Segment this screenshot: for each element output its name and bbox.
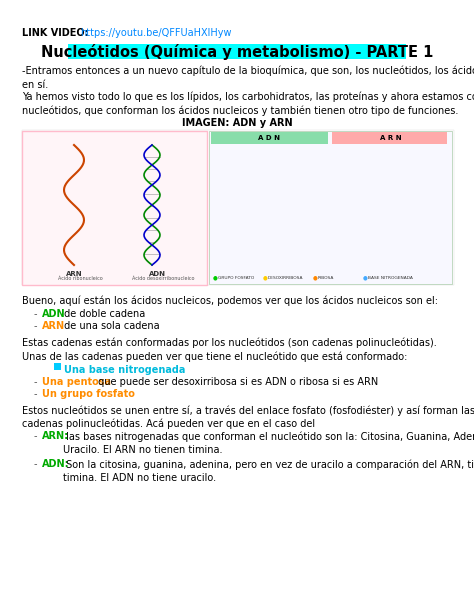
Text: -: - [34, 377, 37, 387]
FancyBboxPatch shape [54, 363, 61, 370]
Text: ADN:: ADN: [42, 459, 70, 469]
FancyBboxPatch shape [211, 132, 328, 144]
Text: Una base nitrogenada: Una base nitrogenada [64, 365, 185, 375]
Text: Ácido desoxirribonucleico: Ácido desoxirribonucleico [132, 276, 194, 281]
Text: -Entramos entonces a un nuevo capítulo de la bioquímica, que son, los nucleótido: -Entramos entonces a un nuevo capítulo d… [22, 66, 474, 89]
Text: ARN:: ARN: [42, 431, 69, 441]
Text: ●: ● [363, 275, 368, 280]
Text: ARN: ARN [42, 321, 65, 331]
Text: Estas cadenas están conformadas por los nucleótidos (son cadenas polinucleótidas: Estas cadenas están conformadas por los … [22, 337, 437, 348]
FancyBboxPatch shape [22, 131, 207, 285]
Text: Un grupo fosfato: Un grupo fosfato [42, 389, 135, 399]
Text: GRUPO FOSFATO: GRUPO FOSFATO [218, 276, 254, 280]
Text: -: - [34, 431, 37, 441]
Text: Ya hemos visto todo lo que es los lípidos, los carbohidratos, las proteínas y ah: Ya hemos visto todo lo que es los lípido… [22, 92, 474, 116]
Text: https://youtu.be/QFFUaHXlHyw: https://youtu.be/QFFUaHXlHyw [80, 28, 231, 38]
Text: IMAGEN: ADN y ARN: IMAGEN: ADN y ARN [182, 118, 292, 128]
Text: -: - [34, 321, 37, 331]
Text: Ácido ribonucleico: Ácido ribonucleico [58, 276, 102, 281]
Text: A R N: A R N [380, 135, 401, 141]
Text: ADN: ADN [42, 309, 65, 319]
Text: de doble cadena: de doble cadena [61, 309, 145, 319]
Text: las bases nitrogenadas que conforman el nucleótido son la: Citosina, Guanina, Ad: las bases nitrogenadas que conforman el … [63, 431, 474, 455]
Text: -: - [34, 389, 37, 399]
Text: BASE NITROGENADA: BASE NITROGENADA [368, 276, 413, 280]
Text: ADN: ADN [148, 271, 165, 277]
Text: RIBOSA: RIBOSA [318, 276, 334, 280]
Text: -: - [34, 309, 37, 319]
FancyBboxPatch shape [68, 44, 406, 59]
Text: ARN: ARN [66, 271, 82, 277]
Text: Una pentosa: Una pentosa [42, 377, 111, 387]
Text: -: - [34, 459, 37, 469]
Text: ●: ● [213, 275, 218, 280]
Text: DESOXIRRIBOSA: DESOXIRRIBOSA [268, 276, 303, 280]
Text: Bueno, aquí están los ácidos nucleicos, podemos ver que los ácidos nucleicos son: Bueno, aquí están los ácidos nucleicos, … [22, 295, 438, 305]
FancyBboxPatch shape [209, 131, 452, 284]
Text: Nucleótidos (Química y metabolismo) - PARTE 1: Nucleótidos (Química y metabolismo) - PA… [41, 44, 433, 60]
Text: Estos nucleótidos se unen entre sí, a través del enlace fosfato (fosfodiéster) y: Estos nucleótidos se unen entre sí, a tr… [22, 405, 474, 429]
FancyBboxPatch shape [22, 130, 454, 285]
Text: Son la citosina, guanina, adenina, pero en vez de uracilo a comparación del ARN,: Son la citosina, guanina, adenina, pero … [63, 459, 474, 482]
Text: que puede ser desoxirribosa si es ADN o ribosa si es ARN: que puede ser desoxirribosa si es ADN o … [95, 377, 378, 387]
Text: LINK VIDEO:: LINK VIDEO: [22, 28, 95, 38]
Text: ●: ● [263, 275, 268, 280]
Text: A D N: A D N [258, 135, 281, 141]
Text: Unas de las cadenas pueden ver que tiene el nucleótido que está conformado:: Unas de las cadenas pueden ver que tiene… [22, 351, 407, 362]
FancyBboxPatch shape [332, 132, 447, 144]
Text: ●: ● [313, 275, 318, 280]
Text: de una sola cadena: de una sola cadena [61, 321, 160, 331]
